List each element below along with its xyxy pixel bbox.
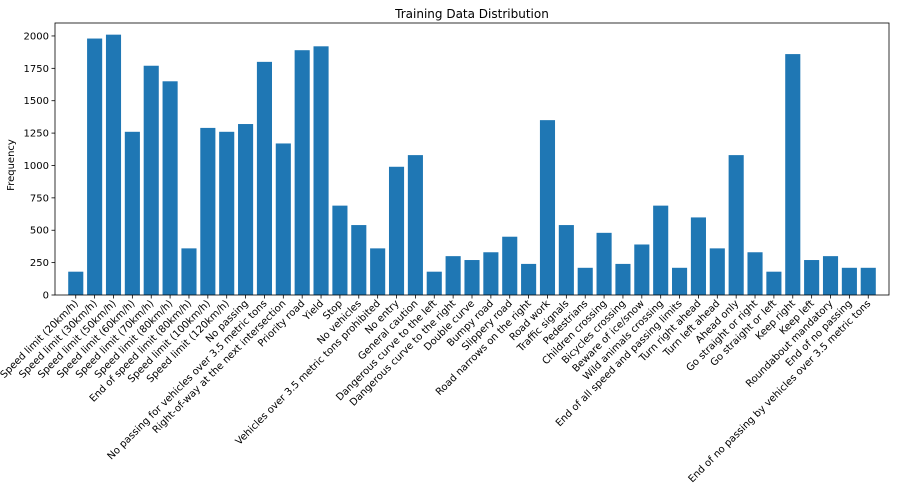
bar [483,252,499,295]
bar [653,205,669,295]
bar [634,244,650,295]
bar [238,124,254,295]
bar [690,217,706,295]
bars-group [68,34,876,296]
bar [200,127,216,295]
y-tick-label: 1750 [24,64,49,75]
bar [766,271,782,295]
bar [294,50,310,296]
y-tick-label: 2000 [24,31,49,42]
y-tick-label: 0 [43,291,49,302]
bar [351,225,367,295]
y-axis-label: Frequency [6,139,17,191]
x-axis: Speed limit (20km/h)Speed limit (30km/h)… [0,295,873,485]
bar [445,256,461,295]
bar [181,248,197,295]
bar [143,65,159,296]
bar [785,54,801,296]
bar [822,256,839,295]
bar [615,263,631,295]
bar [313,46,329,296]
y-tick-label: 250 [30,258,49,269]
bar [426,271,442,295]
bar [370,248,386,295]
bar [256,61,272,295]
bar [502,236,518,295]
bar [87,38,103,295]
bar [105,34,122,295]
chart-title: Training Data Distribution [394,7,549,21]
bar [672,267,688,295]
plot-frame [54,22,890,296]
bar [162,81,178,295]
bar [464,260,480,295]
y-tick-label: 1000 [24,161,49,172]
bar [804,260,820,295]
y-tick-label: 500 [30,226,49,237]
bar [539,120,556,295]
bar [841,267,857,295]
y-axis: 0 250 500 750 1000 1250 1500 1750 2000 [24,31,55,302]
y-tick-label: 1500 [24,96,49,107]
bar [521,263,537,295]
bar [332,205,348,295]
bar [407,155,423,295]
bar [558,225,574,295]
bar [728,155,744,295]
bar [596,232,612,295]
bar [388,166,405,295]
y-tick-label: 750 [30,193,49,204]
bar [219,131,235,295]
bar [275,143,291,295]
bar [709,248,725,295]
bar [124,131,140,295]
x-tick-label: Yield [301,298,326,323]
bar [577,267,593,295]
bar [860,267,876,295]
bar [747,252,763,295]
y-tick-label: 1250 [24,129,49,140]
bar [68,271,84,295]
